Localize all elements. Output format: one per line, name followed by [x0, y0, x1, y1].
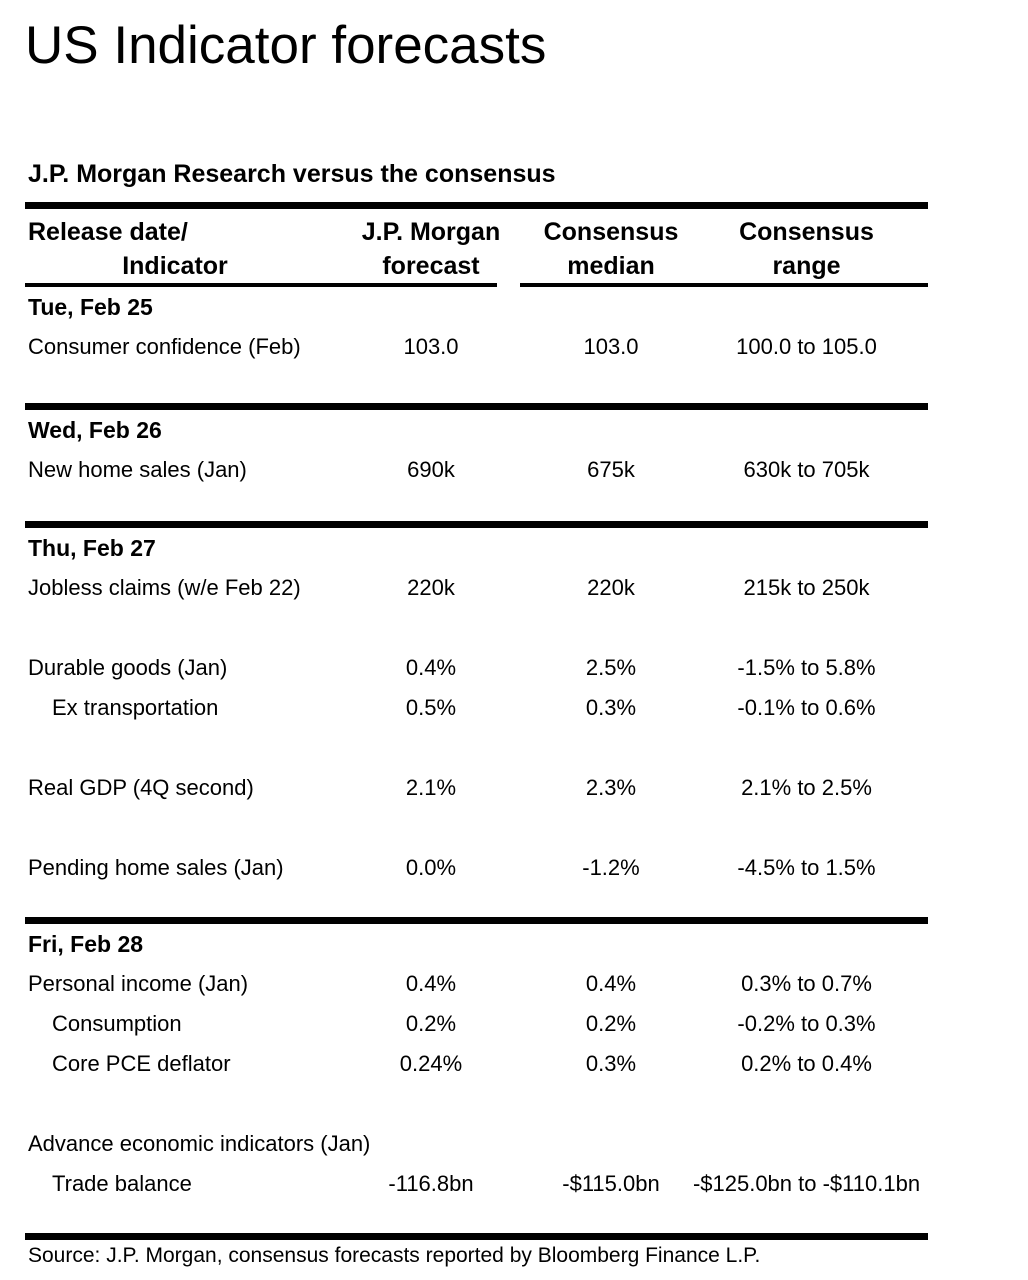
cell-jpm-forecast [325, 1124, 537, 1164]
cell-consensus-range: 630k to 705k [743, 457, 870, 482]
cell-jpm-forecast: 0.4% [405, 971, 457, 996]
cell-consensus-median: -1.2% [582, 855, 640, 880]
cell-consensus-median: 2.5% [585, 655, 637, 680]
spacer [25, 888, 928, 917]
spacer [25, 1084, 928, 1124]
table-row: Consumer confidence (Feb) 103.0 103.0 10… [25, 327, 928, 367]
table-row: Pending home sales (Jan) 0.0% -1.2% -4.5… [25, 848, 928, 888]
column-header-consensus-range: Consensus [739, 218, 874, 246]
table-bottom-rule [25, 1233, 928, 1240]
cell-indicator: Advance economic indicators (Jan) [28, 1131, 371, 1156]
page-title: US Indicator forecasts [25, 16, 547, 75]
cell-consensus-range: -4.5% to 1.5% [737, 855, 876, 880]
cell-indicator: Pending home sales (Jan) [28, 855, 284, 880]
table-row: Trade balance -116.8bn -$115.0bn -$125.0… [25, 1164, 928, 1204]
table-subtitle: J.P. Morgan Research versus the consensu… [28, 160, 556, 188]
spacer [25, 367, 928, 403]
spacer [25, 808, 928, 848]
cell-consensus-range: -0.2% to 0.3% [737, 1011, 876, 1036]
table-row: New home sales (Jan) 690k 675k 630k to 7… [25, 450, 928, 490]
section-divider-rule [25, 403, 928, 410]
cell-jpm-forecast: 0.0% [405, 855, 457, 880]
spacer [25, 1204, 928, 1233]
spacer [25, 608, 928, 648]
table-top-rule [25, 202, 928, 209]
cell-consensus-range: 0.3% to 0.7% [741, 971, 872, 996]
cell-consensus-median: 0.4% [585, 971, 637, 996]
source-note: Source: J.P. Morgan, consensus forecasts… [28, 1244, 761, 1267]
column-header-release-date: Release date/ [28, 218, 188, 246]
cell-consensus-median [537, 1124, 685, 1164]
cell-consensus-median: 103.0 [583, 334, 639, 359]
cell-consensus-median: 0.2% [585, 1011, 637, 1036]
cell-consensus-range: 215k to 250k [743, 575, 870, 600]
cell-consensus-median: -$115.0bn [562, 1171, 660, 1196]
cell-indicator: Durable goods (Jan) [28, 655, 228, 680]
cell-indicator: Real GDP (4Q second) [28, 775, 254, 800]
spacer [25, 728, 928, 768]
column-header-consensus-median: Consensus [543, 218, 679, 246]
cell-indicator: Ex transportation [52, 695, 219, 720]
cell-consensus-median: 675k [587, 457, 635, 482]
cell-consensus-range: -$125.0bn to -$110.1bn [692, 1171, 921, 1196]
cell-indicator: Consumer confidence (Feb) [28, 334, 301, 359]
cell-jpm-forecast: 103.0 [403, 334, 459, 359]
cell-jpm-forecast: 690k [407, 457, 455, 482]
cell-consensus-median: 2.3% [585, 775, 637, 800]
cell-indicator: New home sales (Jan) [28, 457, 247, 482]
cell-jpm-forecast: 2.1% [405, 775, 457, 800]
cell-consensus-median: 0.3% [585, 695, 637, 720]
column-header-median: median [567, 252, 655, 280]
column-header-indicator: Indicator [122, 252, 228, 280]
header-underline-left [25, 283, 497, 287]
forecast-table: Release date/ J.P. Morgan Consensus Cons… [25, 202, 928, 1240]
header-underline-right [520, 283, 928, 287]
table-row: Durable goods (Jan) 0.4% 2.5% -1.5% to 5… [25, 648, 928, 688]
section-divider-rule [25, 521, 928, 528]
table-row: Consumption 0.2% 0.2% -0.2% to 0.3% [25, 1004, 928, 1044]
section-date: Wed, Feb 26 [28, 417, 162, 443]
table-header-row-2: Indicator forecast median range [25, 251, 928, 283]
column-header-jpm: J.P. Morgan [361, 218, 501, 246]
table-row: Core PCE deflator 0.24% 0.3% 0.2% to 0.4… [25, 1044, 928, 1084]
cell-jpm-forecast: 0.24% [399, 1051, 463, 1076]
cell-consensus-range: -1.5% to 5.8% [737, 655, 876, 680]
cell-indicator: Core PCE deflator [52, 1051, 231, 1076]
cell-consensus-median: 220k [587, 575, 635, 600]
cell-jpm-forecast: 0.4% [405, 655, 457, 680]
section-date: Thu, Feb 27 [28, 535, 156, 561]
cell-indicator: Trade balance [52, 1171, 192, 1196]
cell-jpm-forecast: 0.2% [405, 1011, 457, 1036]
spacer [25, 490, 928, 521]
cell-consensus-median: 0.3% [585, 1051, 637, 1076]
section-divider-rule [25, 917, 928, 924]
table-header-row-1: Release date/ J.P. Morgan Consensus Cons… [25, 209, 928, 251]
cell-jpm-forecast: 0.5% [405, 695, 457, 720]
cell-indicator: Personal income (Jan) [28, 971, 249, 996]
cell-jpm-forecast: 220k [407, 575, 455, 600]
section-date: Tue, Feb 25 [28, 294, 153, 320]
table-row: Jobless claims (w/e Feb 22) 220k 220k 21… [25, 568, 928, 608]
cell-jpm-forecast: -116.8bn [388, 1171, 474, 1196]
cell-consensus-range: -0.1% to 0.6% [737, 695, 876, 720]
table-row: Real GDP (4Q second) 2.1% 2.3% 2.1% to 2… [25, 768, 928, 808]
cell-indicator: Jobless claims (w/e Feb 22) [28, 575, 301, 600]
table-row: Ex transportation 0.5% 0.3% -0.1% to 0.6… [25, 688, 928, 728]
cell-consensus-range: 0.2% to 0.4% [741, 1051, 872, 1076]
cell-consensus-range: 2.1% to 2.5% [741, 775, 872, 800]
table-row: Advance economic indicators (Jan) [25, 1124, 928, 1164]
header-underline [25, 283, 928, 287]
section-date: Fri, Feb 28 [28, 931, 144, 957]
cell-indicator: Consumption [52, 1011, 182, 1036]
cell-consensus-range: 100.0 to 105.0 [736, 334, 877, 359]
cell-consensus-range [685, 1124, 928, 1164]
table-row: Personal income (Jan) 0.4% 0.4% 0.3% to … [25, 964, 928, 1004]
column-header-forecast: forecast [382, 252, 480, 280]
column-header-range: range [772, 252, 841, 280]
